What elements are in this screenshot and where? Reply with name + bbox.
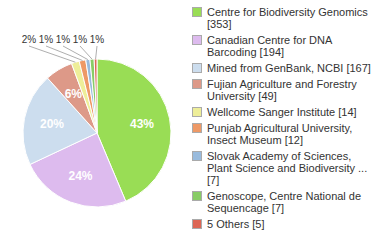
html-text:Centre for Biodiversity Genomi: Centre for Biodiversity Genomics [353] (207, 6, 368, 30)
svg-text:1%: 1% (73, 34, 88, 45)
svg-text:20%: 20% (40, 117, 64, 131)
svg-text:1%: 1% (56, 34, 71, 45)
html-text:Genoscope, Centre National de: Genoscope, Centre National de Sequencage… (207, 190, 362, 214)
html-text:Slovak Academy of Sciences, Pl: Slovak Academy of Sciences, Plant Scienc… (207, 150, 368, 186)
html-text:Fujian Agriculture and Forestr: Fujian Agriculture and Forestry Universi… (207, 78, 357, 102)
svg-text:43%: 43% (130, 117, 154, 131)
svg-text:1%: 1% (90, 34, 105, 45)
html-text:5 Others [5]: 5 Others [5] (207, 218, 265, 230)
html-text:Wellcome Sanger Institute [14]: Wellcome Sanger Institute [14] (207, 106, 357, 118)
svg-text:2%: 2% (22, 34, 37, 45)
svg-text:1%: 1% (39, 34, 54, 45)
html-text:Canadian Centre for DNA Barcod: Canadian Centre for DNA Barcoding [194] (207, 34, 332, 58)
svg-text:24%: 24% (69, 169, 93, 183)
svg-text:6%: 6% (65, 87, 83, 101)
html-text:Mined from GenBank, NCBI [167]: Mined from GenBank, NCBI [167] (207, 62, 371, 74)
html-text:Punjab Agricultural University: Punjab Agricultural University, Insect M… (207, 122, 353, 146)
